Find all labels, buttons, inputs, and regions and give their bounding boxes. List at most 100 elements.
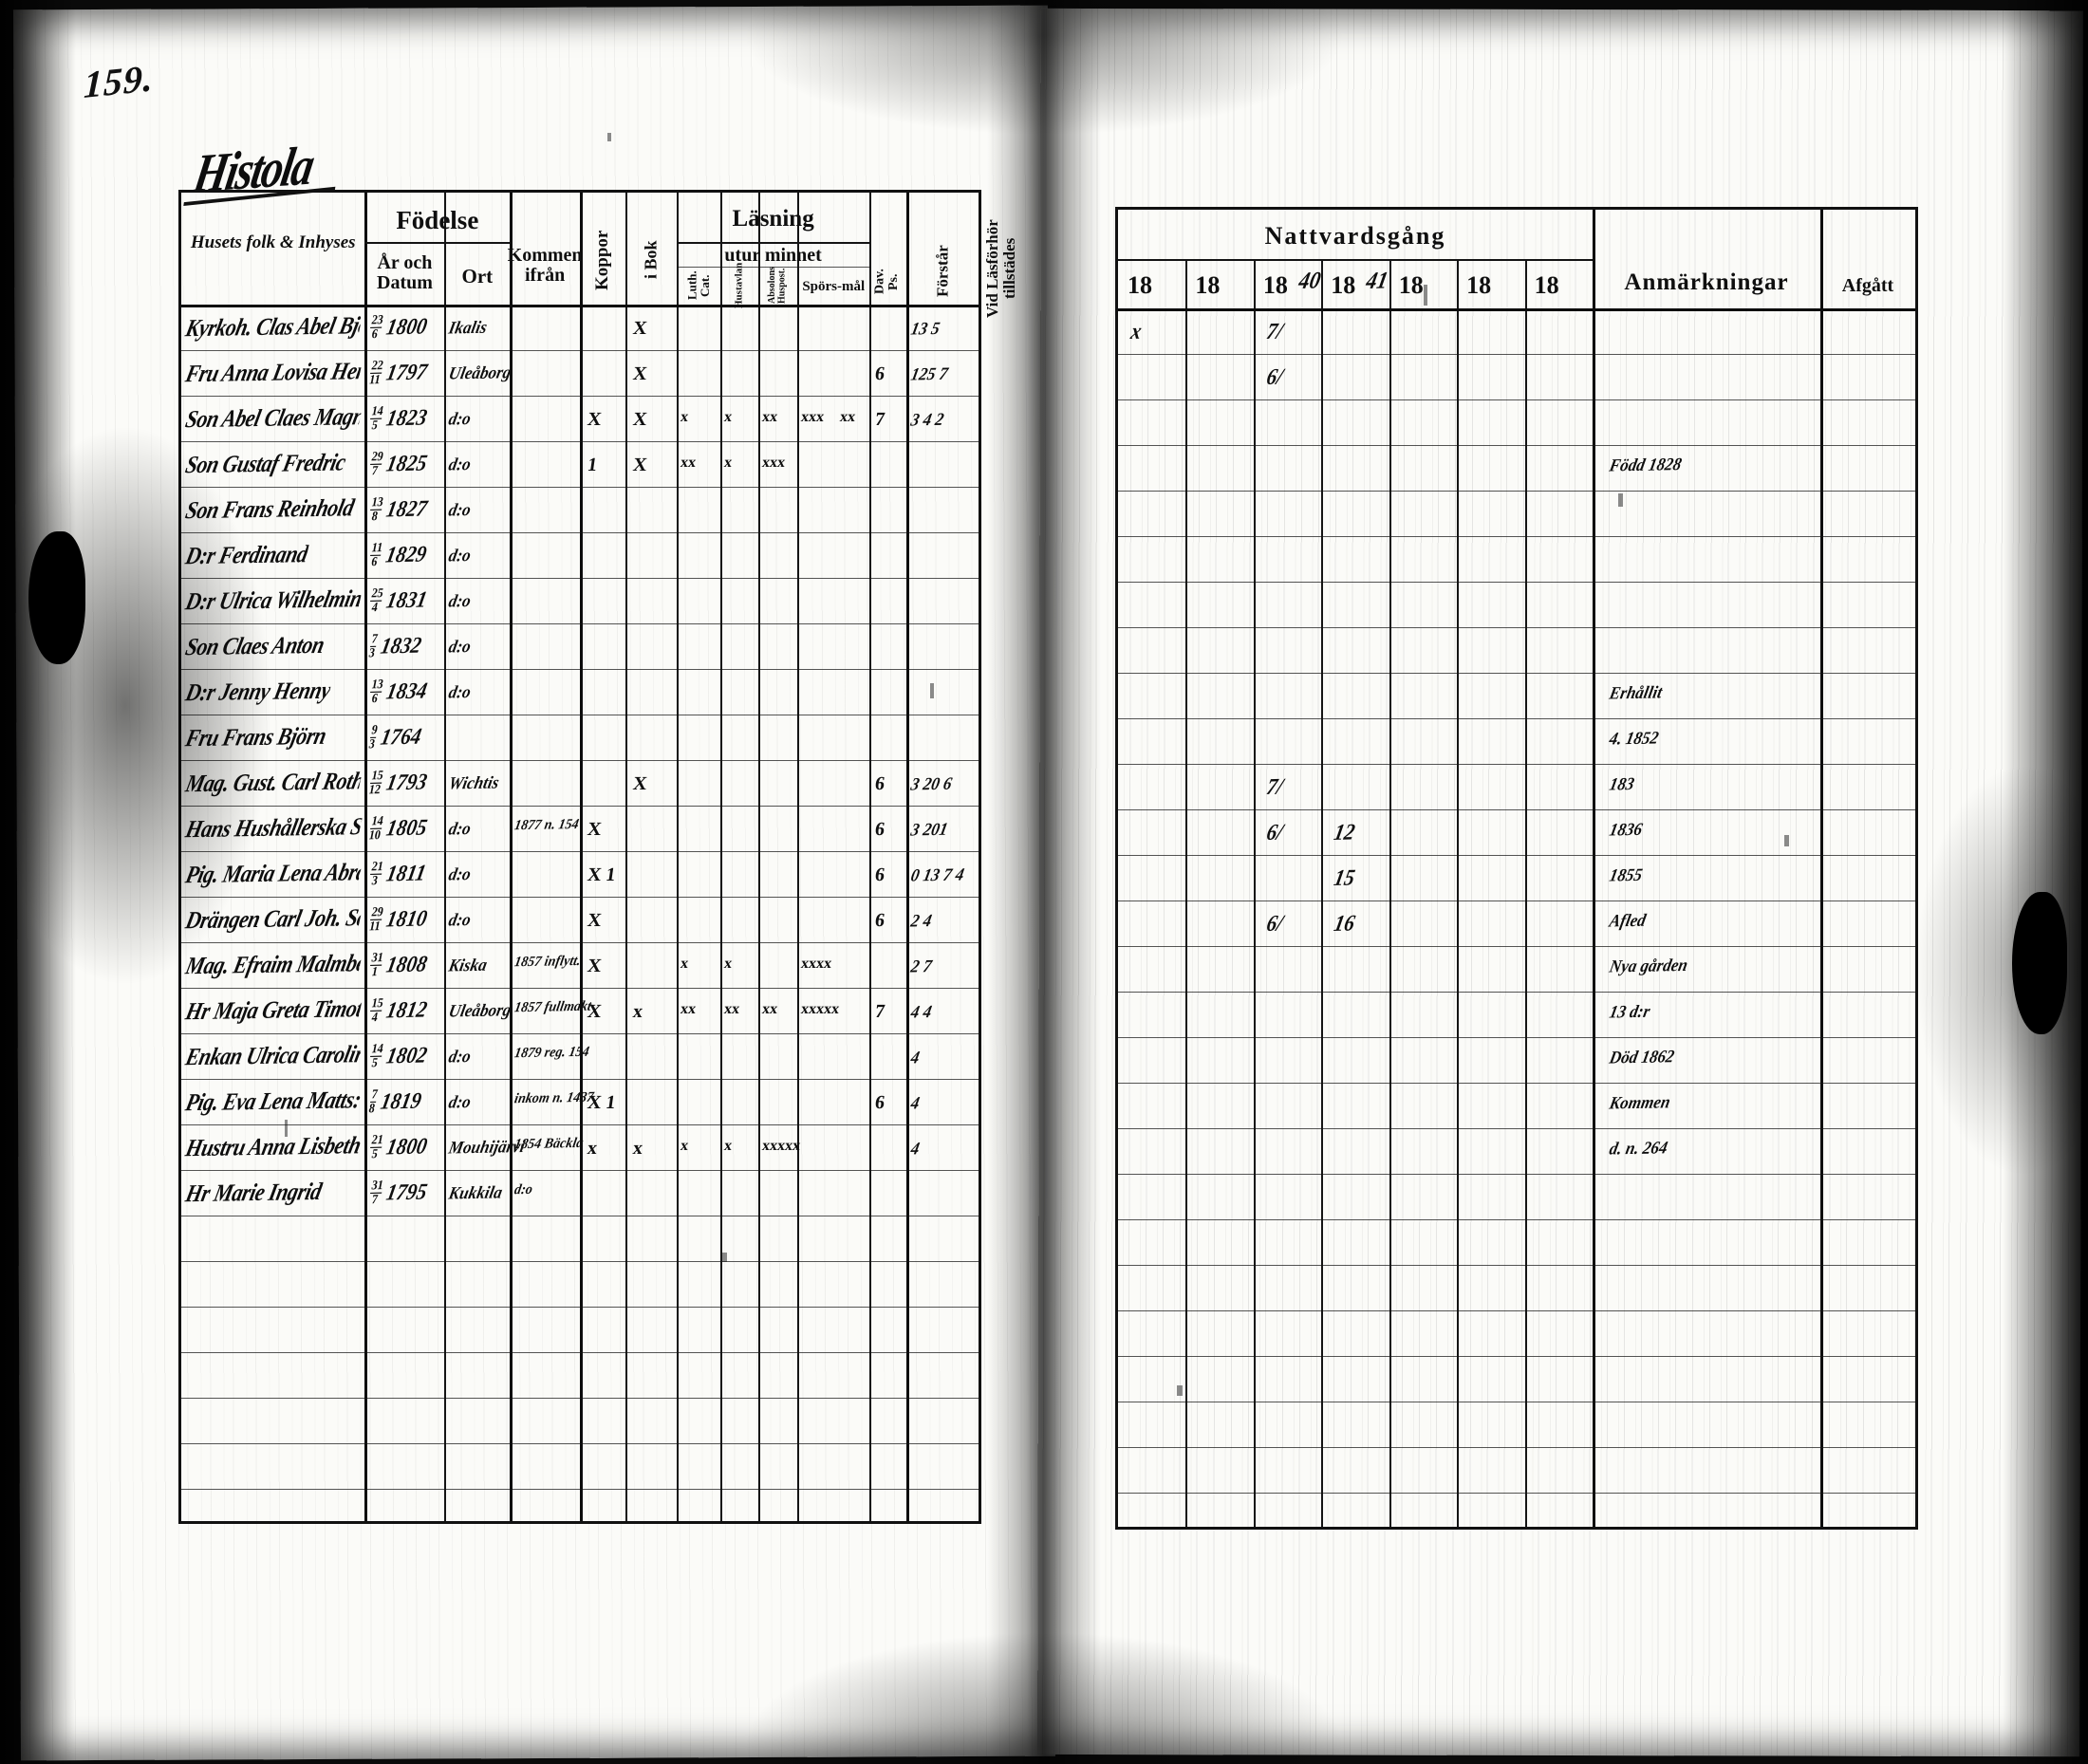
cell-dav-ps: 6	[873, 1092, 887, 1113]
right-row-rule	[1118, 1037, 1915, 1038]
year-col-sep	[1185, 259, 1188, 1527]
header-reading-in-book: i Bok	[641, 240, 661, 280]
header-year-column: 18	[1466, 271, 1492, 300]
left-row-rule	[181, 897, 979, 898]
cell-name: Kyrkoh. Clas Abel Björn	[182, 310, 364, 343]
cell-birth-place: d:o	[447, 454, 474, 474]
cell-name: D:r Ulrica Wilhelmina	[182, 584, 364, 616]
header-birth-group: Födelse	[396, 205, 479, 234]
right-row-rule	[1118, 1174, 1915, 1175]
cell-name: Drängen Carl Joh. Sahlberg	[182, 902, 364, 935]
left-row-rule	[181, 806, 979, 807]
left-register-table: Husets folk & Inhyses Födelse År och Datum…	[178, 190, 981, 1524]
left-row-rule	[181, 1398, 979, 1399]
cell-reading-in-book: X	[631, 773, 649, 794]
cell-memory-mark: xxxxx	[799, 1001, 841, 1017]
cell-birth-place: Uleåborg	[447, 999, 514, 1021]
cell-memory-mark: xxx	[761, 455, 787, 471]
cell-smallpox: X 1	[586, 1092, 618, 1113]
cell-memory-mark: xx	[838, 409, 857, 425]
right-row-rule	[1118, 399, 1915, 400]
right-register-table: Nattvardsgång Anmärkningar Afgått 18 18 18 40 1…	[1115, 207, 1918, 1530]
left-row-rule	[181, 1079, 979, 1080]
header-smallpox: Koppor	[592, 230, 613, 290]
header-reading-group: Läsning	[732, 205, 814, 232]
communion-mark: 7/	[1264, 317, 1286, 344]
header-year-column: 18	[1128, 271, 1152, 300]
left-row-rule	[181, 623, 979, 624]
right-row-rule	[1118, 1493, 1915, 1494]
cell-birth-date: 25 4 1831	[367, 585, 430, 616]
communion-mark: x	[1128, 317, 1145, 344]
cell-reading-in-book: x	[631, 1001, 644, 1022]
departed-col-sep	[1820, 210, 1823, 1527]
cell-dav-ps: 6	[873, 773, 887, 794]
left-row-rule	[181, 1352, 979, 1353]
cell-name: Hr Maja Greta Timoteus	[182, 993, 364, 1026]
cell-forstar: 2 4	[908, 910, 934, 931]
cell-memory-mark: xx	[679, 1001, 698, 1017]
cell-birth-date: 22 11 1797	[367, 357, 430, 387]
header-forstar: Förstår	[932, 245, 951, 298]
cell-memory-mark: xxxxx	[761, 1138, 802, 1154]
cell-birth-date: 21 5 1800	[367, 1132, 430, 1162]
left-row-rule	[181, 669, 979, 670]
cell-dav-ps: 6	[873, 363, 887, 384]
cell-dav-ps: 7	[873, 409, 887, 430]
cell-birth-date: 15 12 1793	[367, 767, 430, 797]
header-luth-cat: Luth. Cat.	[684, 270, 712, 301]
header-departed: Afgått	[1841, 274, 1894, 296]
left-row-rule	[181, 760, 979, 761]
cell-smallpox: X	[586, 1001, 604, 1022]
remark-text: 13 d:r	[1608, 1001, 1652, 1022]
cell-dav-ps: 6	[873, 864, 887, 885]
cell-forstar: 0 13 7 4	[908, 863, 966, 885]
binder-clamp-right	[2012, 892, 2067, 1034]
cell-birth-place: d:o	[447, 1046, 474, 1067]
cell-reading-in-book: X	[631, 409, 649, 430]
cell-birth-place: d:o	[447, 909, 474, 930]
left-col-sep-birth	[364, 193, 368, 1521]
cell-memory-mark: x	[722, 455, 733, 471]
right-row-rule	[1118, 764, 1915, 765]
cell-birth-place: Kiska	[447, 955, 490, 975]
cell-birth-date: 14 10 1805	[367, 812, 430, 843]
cell-birth-date: 13 8 1827	[367, 494, 430, 525]
cell-birth-date: 14 5 1802	[367, 1041, 430, 1071]
cell-reading-in-book: X	[631, 455, 649, 475]
cell-name: Pig. Maria Lena Abrah:	[182, 857, 364, 889]
scan-artifact	[721, 1253, 727, 1262]
remark-text: 183	[1608, 773, 1636, 794]
left-col-sep-ibok	[625, 193, 628, 1521]
cell-birth-date: 29 11 1810	[367, 903, 430, 934]
cell-smallpox: X	[586, 409, 604, 430]
cell-reading-in-book: x	[631, 1138, 644, 1159]
scan-artifact	[930, 683, 934, 698]
header-absolon: Absolons Huspost.	[767, 267, 788, 305]
remark-text: 1855	[1608, 864, 1645, 885]
cell-name: D:r Ferdinand	[182, 539, 311, 570]
left-col-sep-spors	[797, 193, 800, 1521]
cell-birth-place: Ikalis	[447, 317, 490, 338]
left-row-rule	[181, 1489, 979, 1490]
cell-reading-in-book: X	[631, 318, 649, 339]
cell-forstar: 4	[908, 1092, 922, 1113]
right-row-rule	[1118, 809, 1915, 810]
header-moved-from: Kommen ifrån	[507, 245, 583, 286]
right-row-rule	[1118, 1219, 1915, 1220]
cell-dav-ps: 7	[873, 1001, 887, 1022]
header-names-column: Husets folk & Inhyses	[190, 232, 356, 253]
cell-smallpox: X	[586, 956, 604, 976]
cell-moved-from: 1854 Bäckla	[513, 1136, 585, 1153]
cell-birth-place: d:o	[447, 1091, 474, 1112]
cell-memory-mark: x	[679, 956, 690, 972]
communion-mark: 6/	[1264, 909, 1286, 937]
cell-birth-place: Wichtis	[447, 771, 502, 793]
right-row-rule	[1118, 1356, 1915, 1357]
cell-forstar: 3 4 2	[908, 409, 945, 430]
header-sporsmal: Spörs-mål	[802, 279, 866, 295]
communion-mark: 6/	[1264, 362, 1286, 390]
cell-forstar: 4 4	[908, 1001, 934, 1022]
